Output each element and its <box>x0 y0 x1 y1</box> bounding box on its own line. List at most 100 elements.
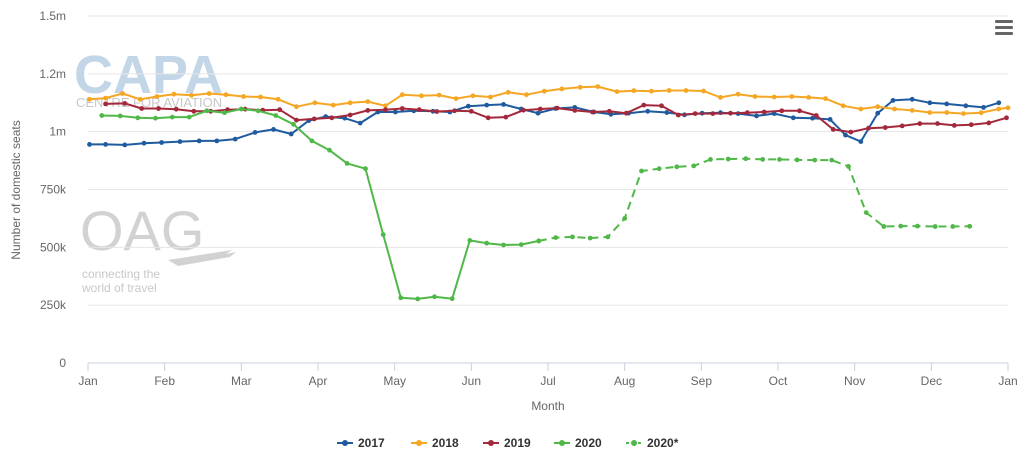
data-point[interactable] <box>866 125 871 131</box>
data-point[interactable] <box>488 94 493 100</box>
data-point[interactable] <box>691 163 697 169</box>
data-point[interactable] <box>639 168 644 174</box>
data-point[interactable] <box>754 113 759 119</box>
data-point[interactable] <box>501 102 506 107</box>
data-point[interactable] <box>649 88 654 94</box>
data-point[interactable] <box>935 121 940 126</box>
data-point[interactable] <box>153 115 158 121</box>
data-point[interactable] <box>467 238 473 243</box>
data-point[interactable] <box>829 157 835 163</box>
data-point[interactable] <box>99 113 105 118</box>
data-point[interactable] <box>963 103 969 109</box>
data-point[interactable] <box>327 147 332 153</box>
data-point[interactable] <box>436 92 442 98</box>
data-point[interactable] <box>978 110 984 116</box>
data-point[interactable] <box>393 109 398 115</box>
data-point[interactable] <box>214 138 220 144</box>
data-point[interactable] <box>863 210 869 216</box>
data-point[interactable] <box>206 91 212 96</box>
data-point[interactable] <box>830 126 836 132</box>
data-point[interactable] <box>347 100 353 106</box>
data-point[interactable] <box>986 120 992 126</box>
data-point[interactable] <box>882 125 888 130</box>
data-point[interactable] <box>590 109 595 115</box>
data-point[interactable] <box>103 142 108 147</box>
data-point[interactable] <box>827 117 833 122</box>
data-point[interactable] <box>357 120 363 126</box>
legend[interactable]: 2017 2018 2019 2020 2020* <box>337 436 679 450</box>
data-point[interactable] <box>944 101 950 107</box>
data-point[interactable] <box>881 224 887 229</box>
data-point[interactable] <box>383 107 388 113</box>
data-point[interactable] <box>631 88 637 94</box>
data-point[interactable] <box>779 108 785 114</box>
data-point[interactable] <box>996 100 1002 106</box>
data-point[interactable] <box>365 108 371 113</box>
data-point[interactable] <box>329 115 335 121</box>
data-point[interactable] <box>996 106 1002 112</box>
data-point[interactable] <box>503 114 509 120</box>
data-point[interactable] <box>222 110 227 116</box>
data-point[interactable] <box>683 88 689 93</box>
data-point[interactable] <box>484 102 490 108</box>
data-point[interactable] <box>915 223 920 229</box>
data-point[interactable] <box>294 117 299 123</box>
data-point[interactable] <box>238 106 244 112</box>
data-point[interactable] <box>890 98 896 103</box>
data-point[interactable] <box>191 108 197 114</box>
data-point[interactable] <box>87 96 92 102</box>
data-point[interactable] <box>718 95 723 100</box>
data-point[interactable] <box>664 110 670 115</box>
data-point[interactable] <box>708 157 713 162</box>
data-point[interactable] <box>614 89 620 94</box>
data-point[interactable] <box>223 92 229 98</box>
data-point[interactable] <box>103 95 108 101</box>
data-point[interactable] <box>899 123 905 129</box>
data-point[interactable] <box>537 106 543 112</box>
data-point[interactable] <box>675 112 681 118</box>
data-point[interactable] <box>752 94 758 99</box>
data-point[interactable] <box>909 108 915 113</box>
data-point[interactable] <box>434 109 440 114</box>
data-point[interactable] <box>559 86 565 92</box>
legend-item[interactable]: 2020 <box>554 436 602 450</box>
data-point[interactable] <box>875 110 881 116</box>
data-point[interactable] <box>951 123 957 128</box>
data-point[interactable] <box>204 108 210 114</box>
data-point[interactable] <box>898 223 904 229</box>
data-point[interactable] <box>465 103 471 109</box>
data-point[interactable] <box>725 156 731 162</box>
data-point[interactable] <box>692 111 698 116</box>
data-point[interactable] <box>927 110 933 115</box>
data-point[interactable] <box>790 115 796 121</box>
data-point[interactable] <box>135 115 141 121</box>
data-point[interactable] <box>606 108 612 114</box>
data-point[interactable] <box>524 92 529 98</box>
data-point[interactable] <box>117 113 123 119</box>
data-point[interactable] <box>968 122 974 128</box>
data-point[interactable] <box>453 96 459 101</box>
data-point[interactable] <box>823 96 828 101</box>
data-point[interactable] <box>674 164 680 170</box>
data-point[interactable] <box>981 105 986 110</box>
data-point[interactable] <box>570 234 575 240</box>
data-point[interactable] <box>177 139 183 145</box>
data-point[interactable] <box>518 242 524 248</box>
data-point[interactable] <box>666 88 672 93</box>
chart-menu-button[interactable] <box>991 16 1017 38</box>
data-point[interactable] <box>810 115 815 121</box>
data-point[interactable] <box>536 238 542 244</box>
data-point[interactable] <box>554 105 560 111</box>
data-point[interactable] <box>812 157 818 163</box>
legend-item[interactable]: 2019 <box>483 436 531 450</box>
data-point[interactable] <box>273 113 279 118</box>
data-point[interactable] <box>399 92 405 98</box>
data-point[interactable] <box>932 224 938 229</box>
data-point[interactable] <box>139 106 145 111</box>
data-point[interactable] <box>843 132 848 138</box>
legend-item[interactable]: 2017 <box>337 436 385 450</box>
data-point[interactable] <box>892 106 897 112</box>
data-point[interactable] <box>186 114 192 120</box>
data-point[interactable] <box>122 142 128 148</box>
data-point[interactable] <box>840 103 846 109</box>
